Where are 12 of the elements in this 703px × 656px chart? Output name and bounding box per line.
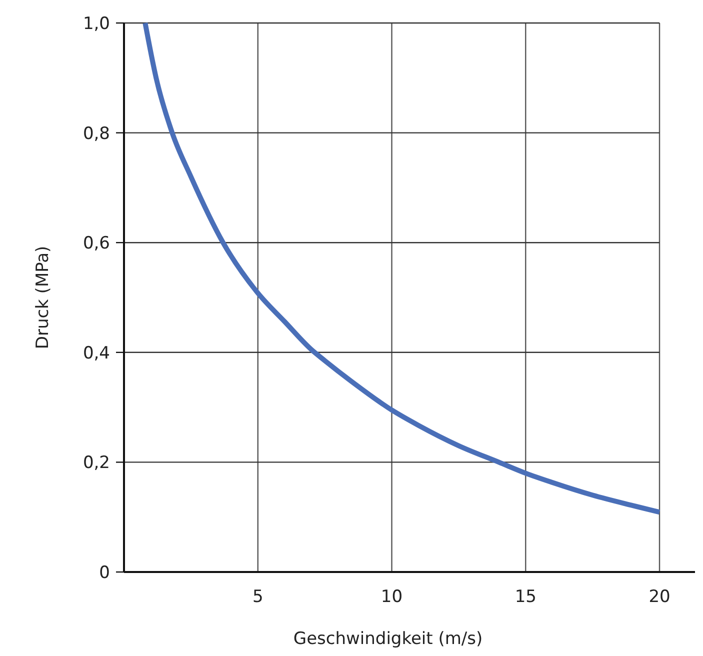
y-tick-label: 0,6 xyxy=(82,234,110,254)
y-tick-label: 0,4 xyxy=(82,343,110,364)
x-tick-label: 20 xyxy=(648,587,670,607)
x-axis-title: Geschwindigkeit (m/s) xyxy=(293,629,483,649)
x-tick-label: 5 xyxy=(252,587,264,607)
y-axis-title: Druck (MPa) xyxy=(33,246,53,350)
x-tick-label: 15 xyxy=(514,587,536,607)
y-tick-label: 0 xyxy=(99,563,110,583)
y-tick-label: 1,0 xyxy=(82,14,110,34)
y-tick-label: 0,2 xyxy=(82,453,110,474)
x-tick-label: 10 xyxy=(380,587,403,607)
y-tick-label: 0,8 xyxy=(82,124,110,144)
